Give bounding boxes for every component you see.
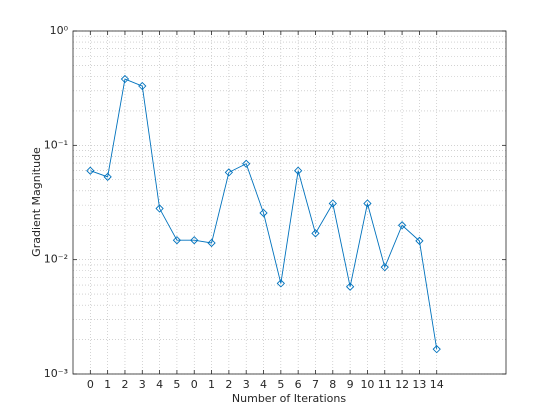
x-tick-label: 1 <box>104 378 111 391</box>
data-point <box>363 199 372 208</box>
x-tick-label: 10 <box>360 378 374 391</box>
data-point <box>432 344 441 354</box>
y-tick-label: 10⁻¹ <box>44 138 68 151</box>
x-tick-label: 3 <box>243 378 250 391</box>
data-point <box>207 238 216 248</box>
data-point <box>224 168 234 177</box>
y-tick-label: 10⁰ <box>50 24 69 37</box>
x-tick-label: 3 <box>139 378 146 391</box>
x-tick-label: 14 <box>430 378 444 391</box>
x-tick-label: 5 <box>277 378 284 391</box>
data-point <box>380 263 389 272</box>
x-tick-label: 9 <box>347 378 354 391</box>
y-tick-label: 10⁻³ <box>44 367 68 380</box>
data-point <box>259 208 268 218</box>
x-tick-label: 2 <box>121 378 128 391</box>
data-point <box>138 81 147 91</box>
x-tick-label: 2 <box>225 378 232 391</box>
data-line <box>90 78 438 350</box>
data-point <box>328 199 337 208</box>
axes-box <box>72 30 507 375</box>
x-tick-label: 4 <box>260 378 267 391</box>
data-point <box>120 74 130 84</box>
grid <box>73 30 506 375</box>
data-point <box>345 282 355 291</box>
x-tick-label: 0 <box>87 378 94 391</box>
data-point <box>172 236 182 245</box>
data-point <box>103 172 112 181</box>
data-point <box>155 204 164 213</box>
x-tick-label: 8 <box>329 378 336 391</box>
x-tick-label: 13 <box>412 378 426 391</box>
x-axis-label: Number of Iterations <box>232 392 346 405</box>
x-tick-label: 1 <box>208 378 215 391</box>
data-point <box>415 236 424 246</box>
data-point <box>397 221 407 230</box>
y-axis-label: Gradient Magnitude <box>30 147 43 257</box>
y-tick-label: 10⁻² <box>44 253 68 266</box>
x-tick-label: 5 <box>173 378 180 391</box>
x-tick-label: 7 <box>312 378 319 391</box>
data-point <box>190 236 199 245</box>
x-tick-label: 6 <box>295 378 302 391</box>
data-point <box>294 166 303 175</box>
data-point <box>276 279 285 288</box>
x-tick-label: 12 <box>395 378 409 391</box>
x-tick-label: 11 <box>378 378 392 391</box>
data-point <box>86 166 95 175</box>
x-tick-label: 4 <box>156 378 163 391</box>
data-point <box>242 159 251 168</box>
data-point <box>311 229 320 238</box>
x-tick-label: 0 <box>191 378 198 391</box>
